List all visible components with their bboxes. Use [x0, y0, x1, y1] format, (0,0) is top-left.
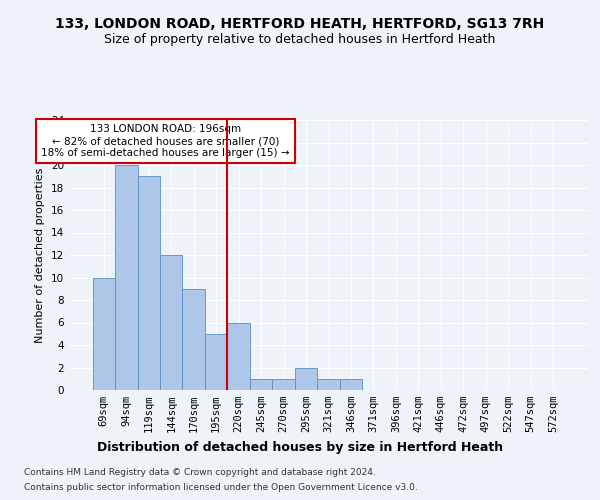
Text: Contains HM Land Registry data © Crown copyright and database right 2024.: Contains HM Land Registry data © Crown c… — [24, 468, 376, 477]
Text: 133, LONDON ROAD, HERTFORD HEATH, HERTFORD, SG13 7RH: 133, LONDON ROAD, HERTFORD HEATH, HERTFO… — [55, 18, 545, 32]
Bar — [137, 176, 160, 390]
Bar — [295, 368, 317, 390]
Bar — [227, 322, 250, 390]
Text: Size of property relative to detached houses in Hertford Heath: Size of property relative to detached ho… — [104, 32, 496, 46]
Bar — [317, 379, 340, 390]
Bar — [115, 165, 137, 390]
Bar — [182, 289, 205, 390]
Text: Distribution of detached houses by size in Hertford Heath: Distribution of detached houses by size … — [97, 441, 503, 454]
Y-axis label: Number of detached properties: Number of detached properties — [35, 168, 46, 342]
Bar — [340, 379, 362, 390]
Bar — [272, 379, 295, 390]
Bar — [92, 278, 115, 390]
Bar — [160, 255, 182, 390]
Text: Contains public sector information licensed under the Open Government Licence v3: Contains public sector information licen… — [24, 483, 418, 492]
Bar — [205, 334, 227, 390]
Text: 133 LONDON ROAD: 196sqm
← 82% of detached houses are smaller (70)
18% of semi-de: 133 LONDON ROAD: 196sqm ← 82% of detache… — [41, 124, 290, 158]
Bar — [250, 379, 272, 390]
